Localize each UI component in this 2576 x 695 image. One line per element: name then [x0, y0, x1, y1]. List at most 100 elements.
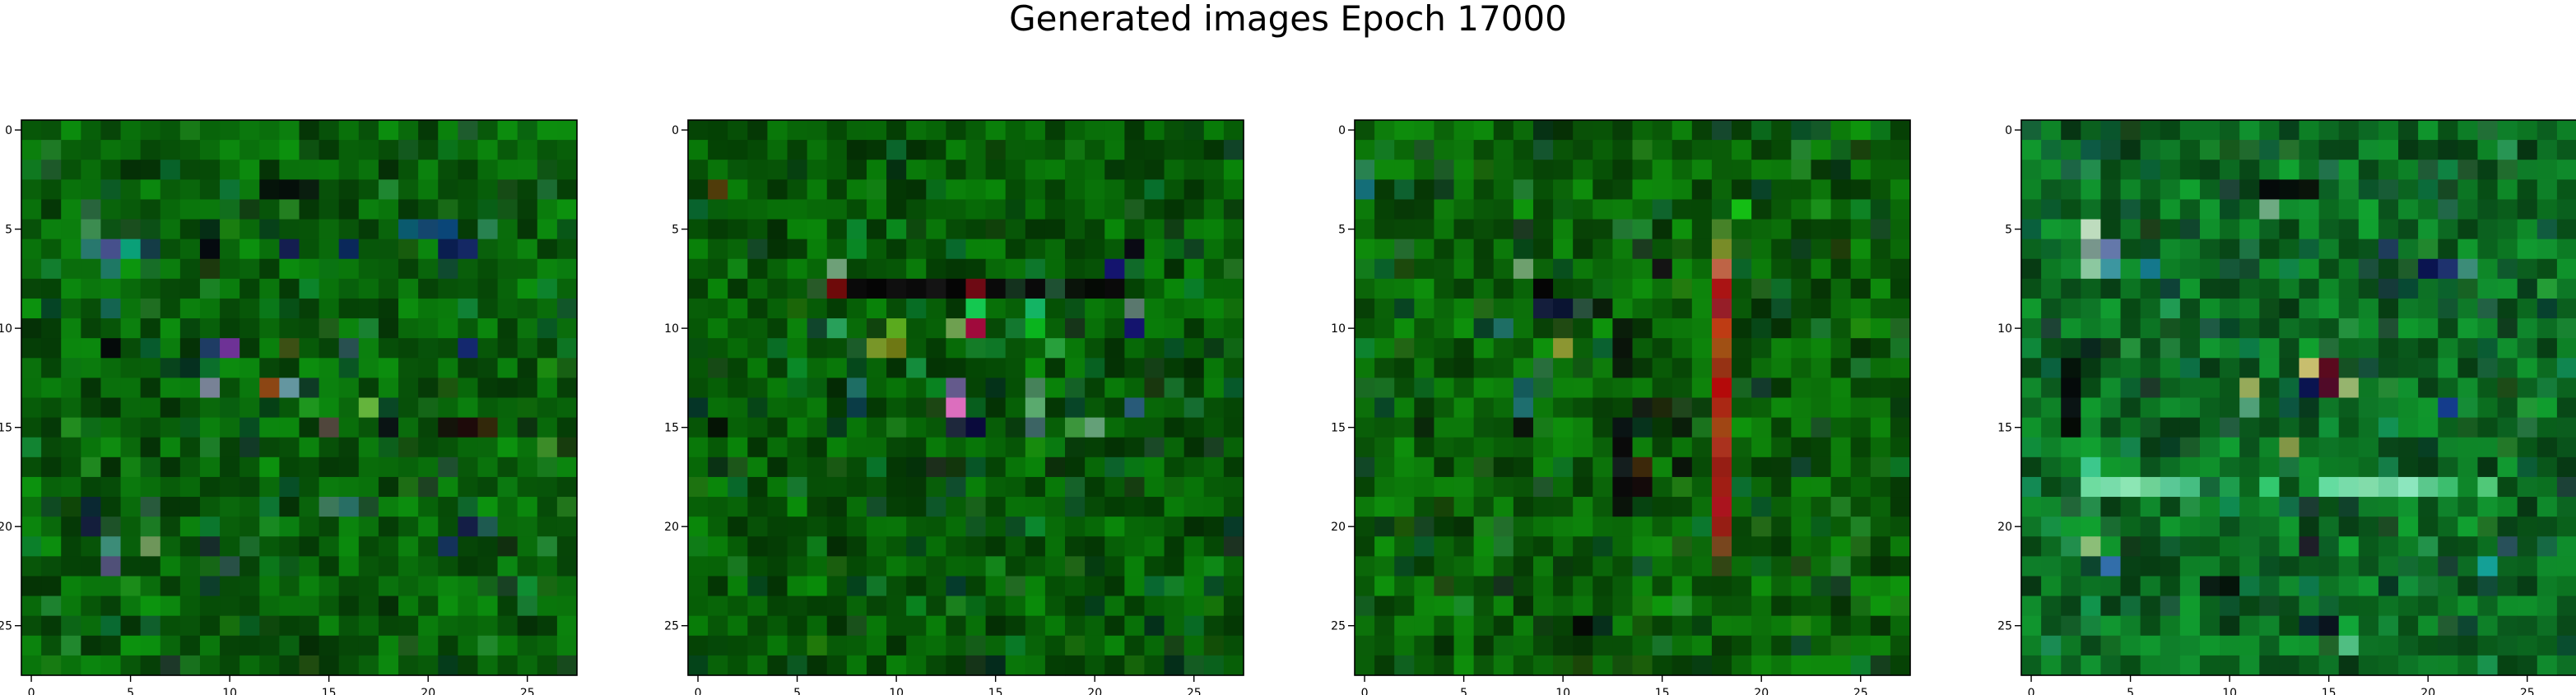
pixel-cell	[1652, 497, 1673, 517]
pixel-cell	[2021, 635, 2042, 656]
pixel-cell	[826, 576, 848, 597]
pixel-cell	[2378, 258, 2399, 280]
pixel-cell	[1830, 556, 1852, 577]
pixel-cell	[81, 497, 102, 517]
pixel-cell	[1085, 417, 1105, 438]
pixel-cell	[179, 120, 201, 141]
pixel-cell	[1355, 258, 1375, 280]
pixel-cell	[1493, 397, 1514, 419]
pixel-cell	[1751, 655, 1772, 676]
pixel-cell	[2556, 517, 2576, 537]
pixel-cell	[2477, 338, 2499, 359]
pixel-cell	[767, 179, 788, 201]
pixel-cell	[1085, 160, 1105, 180]
pixel-cell	[220, 179, 240, 201]
pixel-cell	[358, 595, 379, 617]
pixel-cell	[279, 456, 300, 478]
pixel-cell	[1791, 655, 1812, 676]
pixel-cell	[2100, 536, 2122, 557]
pixel-cell	[1025, 239, 1046, 260]
pixel-cell	[728, 476, 748, 498]
pixel-cell	[1183, 140, 1205, 160]
pixel-cell	[398, 120, 419, 141]
pixel-cell	[2259, 635, 2280, 656]
pixel-cell	[2338, 239, 2360, 260]
pixel-cell	[2021, 556, 2042, 577]
pixel-cell	[556, 378, 578, 399]
pixel-cell	[41, 476, 62, 498]
pixel-cell	[1374, 378, 1395, 399]
pixel-cell	[477, 476, 499, 498]
pixel-cell	[338, 179, 360, 201]
pixel-cell	[2259, 615, 2280, 637]
pixel-cell	[1025, 437, 1046, 458]
pixel-cell	[179, 239, 201, 260]
pixel-cell	[2239, 298, 2260, 319]
pixel-cell	[2081, 239, 2102, 260]
pixel-cell	[140, 536, 161, 557]
pixel-cell	[2160, 120, 2181, 141]
pixel-cell	[1203, 160, 1225, 180]
pixel-cell	[1414, 120, 1435, 141]
pixel-cell	[2021, 120, 2042, 141]
pixel-cell	[2120, 298, 2141, 319]
pixel-cell	[886, 199, 907, 220]
pixel-cell	[1593, 358, 1613, 378]
pixel-cell	[438, 476, 458, 498]
pixel-cell	[239, 278, 260, 299]
pixel-cell	[2358, 140, 2379, 160]
pixel-cell	[517, 615, 538, 637]
pixel-cell	[2199, 456, 2220, 478]
pixel-cell	[299, 318, 320, 339]
pixel-cell	[1044, 258, 1066, 280]
pixel-cell	[2299, 476, 2320, 498]
pixel-cell	[1652, 140, 1673, 160]
pixel-cell	[1473, 556, 1495, 577]
pixel-cell	[1672, 160, 1693, 180]
pixel-cell	[259, 576, 280, 597]
pixel-cell	[259, 358, 280, 378]
pixel-cell	[2021, 239, 2042, 260]
pixel-cell	[1493, 476, 1514, 498]
pixel-cell	[100, 358, 122, 378]
pixel-cell	[160, 615, 181, 637]
pixel-cell	[1672, 576, 1693, 597]
pixel-cell	[1830, 476, 1852, 498]
pixel-cell	[2199, 595, 2220, 617]
pixel-cell	[767, 536, 788, 557]
pixel-cell	[1593, 417, 1613, 438]
pixel-cell	[179, 318, 201, 339]
pixel-cell	[2061, 120, 2081, 141]
pixel-cell	[1632, 595, 1653, 617]
pixel-cell	[2517, 140, 2538, 160]
pixel-cell	[846, 318, 867, 339]
pixel-cell	[438, 536, 458, 557]
pixel-cell	[846, 278, 867, 299]
pixel-cell	[1791, 476, 1812, 498]
pixel-cell	[1711, 140, 1732, 160]
pixel-cell	[2556, 476, 2576, 498]
pixel-cell	[1513, 179, 1534, 201]
pixel-cell	[1374, 497, 1395, 517]
pixel-cell	[846, 476, 867, 498]
pixel-cell	[826, 476, 848, 498]
pixel-cell	[2457, 417, 2479, 438]
x-tick-label: 0	[1361, 687, 1369, 695]
pixel-cell	[1104, 417, 1125, 438]
pixel-cell	[2279, 497, 2300, 517]
pixel-cell	[807, 536, 828, 557]
pixel-cell	[2418, 635, 2439, 656]
pixel-cell	[1612, 179, 1634, 201]
pixel-cell	[179, 615, 201, 637]
pixel-cell	[1771, 199, 1792, 220]
pixel-cell	[1811, 635, 1832, 656]
pixel-cell	[179, 576, 201, 597]
pixel-cell	[1493, 536, 1514, 557]
pixel-cell	[1553, 595, 1574, 617]
pixel-cell	[398, 517, 419, 537]
pixel-cell	[2398, 536, 2419, 557]
pixel-cell	[1672, 476, 1693, 498]
pixel-cell	[2160, 298, 2181, 319]
pixel-cell	[2061, 358, 2081, 378]
pixel-cell	[21, 318, 42, 339]
